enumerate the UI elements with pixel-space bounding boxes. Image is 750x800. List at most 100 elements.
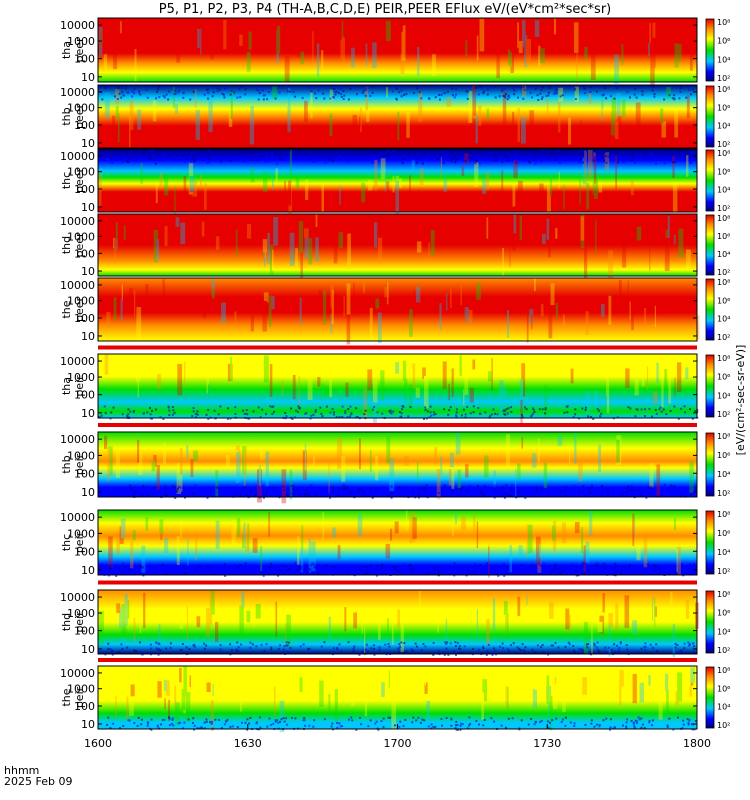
colorbar: 10² 10⁴ 10⁶ 10⁸ — [705, 590, 730, 655]
colorbar-tick-label: 10⁸ — [717, 590, 730, 599]
y-tick-label: 1000 — [67, 230, 95, 243]
panel-species-label: peir — [73, 611, 86, 633]
y-tick-label: 10 — [81, 643, 95, 656]
colorbar-tick-label: 10⁸ — [717, 18, 730, 27]
panel-probe-label: the — [60, 688, 73, 706]
chart-title: P5, P1, P2, P3, P4 (TH-A,B,C,D,E) PEIR,P… — [158, 2, 612, 17]
y-tick-label: 10 — [81, 137, 95, 150]
colorbar-tick-label: 10⁸ — [717, 432, 730, 441]
x-tick-label: 1730 — [533, 737, 561, 750]
panel-species-label: peir — [73, 375, 86, 397]
panel-species-label: peir — [73, 686, 86, 708]
y-tick-label: 10 — [81, 71, 95, 84]
panel-species-label: peer — [73, 297, 86, 323]
colorbar-tick-label: 10⁴ — [717, 470, 730, 479]
spectrogram-texture — [104, 85, 690, 148]
panel-species-label: peir — [73, 453, 86, 475]
panel-frame — [97, 277, 698, 342]
colorbar-tick-label: 10⁴ — [717, 250, 730, 259]
panel-frame — [97, 589, 698, 655]
y-tick-label: 10000 — [60, 150, 95, 163]
y-tick-label: 10 — [81, 330, 95, 343]
colorbar-tick-label: 10⁶ — [717, 451, 730, 460]
colorbar-tick-label: 10⁶ — [717, 373, 730, 382]
colorbar: 10² 10⁴ 10⁶ 10⁸ — [705, 278, 730, 342]
spectrogram-texture — [98, 149, 689, 218]
colorbar-tick-label: 10⁶ — [717, 609, 730, 618]
y-tick-label: 10000 — [60, 511, 95, 524]
spectrogram-fill — [98, 278, 697, 341]
colorbar: 10² 10⁴ 10⁶ 10⁸ — [705, 354, 730, 419]
colorbar: 10² 10⁴ 10⁶ 10⁸ — [705, 510, 730, 576]
panel-probe-label: thd — [60, 613, 73, 631]
colorbar-tick-label: 10² — [717, 204, 730, 213]
noise-speckle — [100, 149, 697, 165]
spectrogram-panel-thd-peer: 10 100 1000 10000 thd peer 10² 10⁴ 10⁶ 10⁸ — [60, 213, 730, 283]
panel-species-label: peer — [73, 37, 86, 63]
y-tick-label: 100 — [74, 700, 95, 713]
x-tick-label: 1600 — [84, 737, 112, 750]
colorbar: 10² 10⁴ 10⁶ 10⁸ — [705, 214, 730, 277]
y-tick-label: 100 — [74, 312, 95, 325]
spectrogram-fill — [98, 18, 697, 82]
panel-separator — [98, 658, 697, 662]
y-tick-label: 1000 — [67, 295, 95, 308]
colorbar-tick-label: 10⁶ — [717, 37, 730, 46]
panel-frame — [97, 213, 698, 277]
panel-species-label: peir — [73, 531, 86, 553]
colorbar-tick-label: 10⁶ — [717, 103, 730, 112]
spectrogram-texture — [98, 18, 693, 85]
colorbar-tick-label: 10⁴ — [717, 627, 730, 636]
colorbar-tick-label: 10⁸ — [717, 149, 730, 158]
y-tick-label: 10 — [81, 201, 95, 214]
colorbar-tick-label: 10² — [717, 721, 730, 730]
y-tick-label: 1000 — [67, 35, 95, 48]
y-tick-label: 10000 — [60, 279, 95, 292]
y-tick-label: 10000 — [60, 667, 95, 680]
colorbar: 10² 10⁴ 10⁶ 10⁸ — [705, 432, 730, 498]
y-tick-label: 10 — [81, 718, 95, 731]
colorbar-tick-label: 10⁶ — [717, 684, 730, 693]
y-tick-label: 100 — [74, 53, 95, 66]
y-tick-label: 100 — [74, 545, 95, 558]
colorbar-tick-label: 10⁸ — [717, 510, 730, 519]
colorbar-tick-label: 10⁸ — [717, 666, 730, 675]
noise-speckle — [98, 562, 698, 577]
colorbar-tick-label: 10² — [717, 268, 730, 277]
time-format-label: hhmm — [4, 764, 40, 777]
colorbar-tick-label: 10⁶ — [717, 232, 730, 241]
colorbar: 10² 10⁴ 10⁶ 10⁸ — [705, 666, 730, 730]
colorbar: 10² 10⁴ 10⁶ 10⁸ — [705, 85, 730, 149]
spectrogram-panel-thc-peer: 10 100 1000 10000 thc peer 10² 10⁴ 10⁶ 10⁸ — [60, 148, 730, 218]
panel-frame — [97, 431, 698, 498]
noise-speckle — [98, 641, 696, 656]
colorbar-tick-label: 10⁸ — [717, 278, 730, 287]
colorbar-tick-label: 10⁸ — [717, 354, 730, 363]
y-tick-label: 100 — [74, 183, 95, 196]
y-tick-label: 1000 — [67, 683, 95, 696]
colorbar-tick-label: 10⁶ — [717, 529, 730, 538]
spectrogram-panel-thd-peir: 10 100 1000 10000 thd peir 10² 10⁴ 10⁶ 10⁸ — [60, 589, 730, 662]
spectrogram-fill — [98, 432, 697, 497]
spectrogram-texture — [109, 666, 695, 733]
colorbar-tick-label: 10⁴ — [717, 548, 730, 557]
panel-frame — [97, 84, 698, 149]
y-tick-label: 100 — [74, 247, 95, 260]
y-tick-label: 10000 — [60, 215, 95, 228]
panel-species-label: peer — [73, 104, 86, 130]
spectrogram-panel-the-peir: 10 100 1000 10000 the peir 10² 10⁴ 10⁶ 10⁸ — [60, 665, 730, 733]
colorbar-tick-label: 10⁸ — [717, 85, 730, 94]
panel-frame — [97, 353, 698, 419]
y-tick-label: 100 — [74, 467, 95, 480]
colorbar-tick-label: 10⁶ — [717, 296, 730, 305]
panel-separator — [98, 580, 697, 585]
y-tick-label: 10000 — [60, 433, 95, 446]
panel-probe-label: thb — [60, 107, 73, 125]
panel-frame — [97, 509, 698, 576]
y-tick-label: 10000 — [60, 355, 95, 368]
y-tick-label: 10 — [81, 564, 95, 577]
colorbar-unit-label: [eV/(cm²-sec-sr-eV)] — [734, 345, 747, 456]
y-tick-label: 1000 — [67, 102, 95, 115]
colorbar-tick-label: 10² — [717, 646, 730, 655]
